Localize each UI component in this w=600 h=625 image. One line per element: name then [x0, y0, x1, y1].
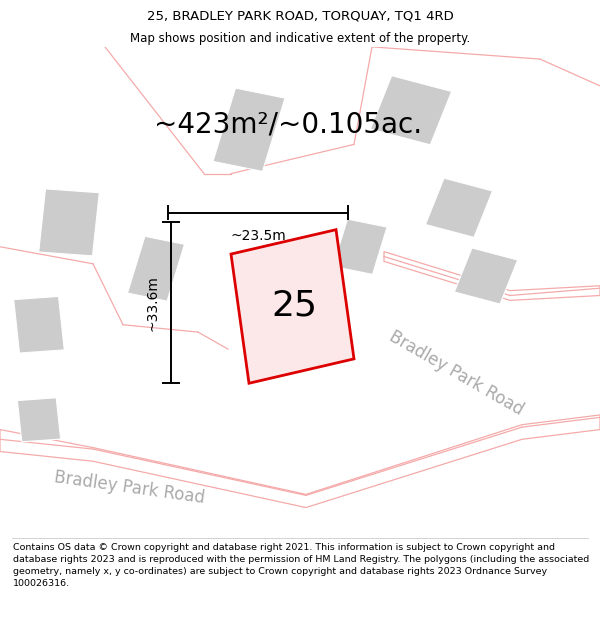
Polygon shape	[17, 398, 61, 442]
Polygon shape	[127, 236, 185, 301]
Polygon shape	[425, 178, 493, 238]
Text: ~33.6m: ~33.6m	[146, 275, 160, 331]
Text: ~23.5m: ~23.5m	[230, 229, 286, 243]
Polygon shape	[231, 229, 354, 383]
Text: Bradley Park Road: Bradley Park Road	[386, 328, 526, 419]
Text: Contains OS data © Crown copyright and database right 2021. This information is : Contains OS data © Crown copyright and d…	[13, 542, 589, 588]
Polygon shape	[39, 189, 99, 256]
Polygon shape	[370, 76, 452, 145]
Polygon shape	[14, 296, 64, 353]
Text: 25, BRADLEY PARK ROAD, TORQUAY, TQ1 4RD: 25, BRADLEY PARK ROAD, TORQUAY, TQ1 4RD	[146, 9, 454, 22]
Text: Map shows position and indicative extent of the property.: Map shows position and indicative extent…	[130, 32, 470, 45]
Polygon shape	[454, 248, 518, 304]
Polygon shape	[213, 88, 285, 171]
Text: ~423m²/~0.105ac.: ~423m²/~0.105ac.	[154, 111, 422, 139]
Polygon shape	[333, 219, 387, 274]
Text: 25: 25	[271, 288, 317, 322]
Polygon shape	[0, 415, 600, 508]
Text: Bradley Park Road: Bradley Park Road	[53, 469, 205, 508]
Polygon shape	[384, 252, 600, 301]
